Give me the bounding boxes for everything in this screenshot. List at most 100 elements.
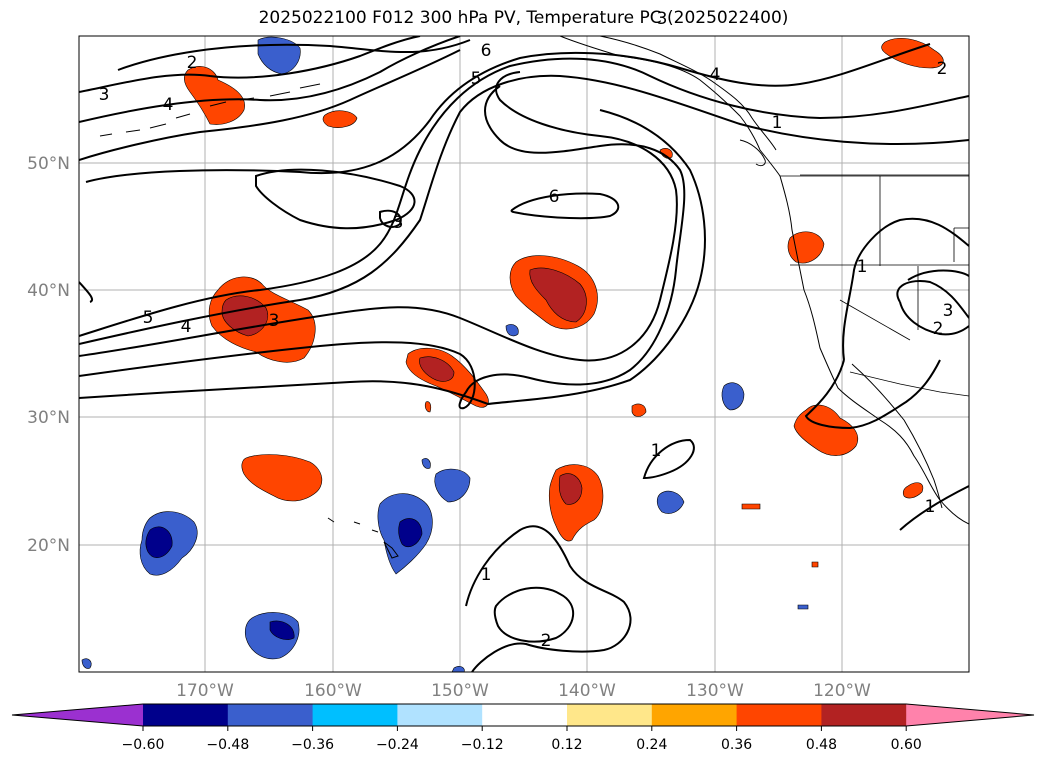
pv-contour (79, 109, 706, 406)
colorbar-segment (227, 704, 314, 726)
warm-anomaly (659, 148, 673, 159)
vancouver-island (739, 139, 766, 167)
longitude-labels: 170°W 160°W 150°W 140°W 130°W 120°W (176, 681, 871, 701)
lat-label: 50°N (27, 154, 70, 174)
contour-label: 3 (393, 213, 404, 233)
contour-labels: 2 3 4 5 6 6 4 2 1 3 5 4 3 3 1 3 2 1 1 1 … (99, 9, 954, 651)
us-mexico-border (849, 371, 969, 397)
contour-label: 1 (481, 565, 492, 585)
warm-anomaly (419, 356, 455, 382)
pv-contour (79, 36, 421, 93)
contour-label: 4 (710, 65, 721, 85)
colorbar-tick-label: 0.48 (806, 737, 837, 753)
pv-contour (899, 485, 969, 531)
colorbar-segment (143, 704, 229, 726)
colorbar-tick-label: −0.48 (206, 737, 249, 753)
cold-anomaly (269, 620, 295, 640)
pv-contour (379, 209, 402, 228)
contour-label: 3 (657, 9, 668, 29)
lat-label: 30°N (27, 408, 70, 428)
lon-label: 120°W (813, 681, 871, 701)
cold-anomaly (505, 324, 519, 337)
cold-anomaly (656, 490, 685, 514)
warm-anomaly (558, 473, 583, 505)
map-area (79, 36, 969, 672)
map-frame (78, 35, 970, 673)
coastlines (99, 36, 969, 559)
pv-contours (79, 36, 969, 672)
colorbar-tick-label: −0.60 (122, 737, 165, 753)
contour-label: 3 (99, 85, 110, 105)
cold-anomaly (257, 36, 301, 75)
lon-label: 170°W (176, 681, 234, 701)
cold-anomaly (398, 518, 423, 547)
contour-label: 1 (772, 113, 783, 133)
warm-anomaly (631, 403, 647, 417)
pv-contour (510, 192, 620, 220)
contour-label: 3 (269, 311, 280, 331)
lat-label: 40°N (27, 281, 70, 301)
cold-anomaly (797, 604, 809, 610)
contour-label: 2 (187, 53, 198, 73)
pv-contour (465, 525, 632, 672)
pv-contour (79, 49, 461, 161)
warm-anomaly (881, 38, 944, 69)
pv-contour (493, 586, 575, 643)
contour-label: 4 (181, 317, 192, 337)
pv-contour (79, 57, 969, 337)
colorbar-tick-label: −0.12 (461, 737, 504, 753)
lon-label: 150°W (431, 681, 489, 701)
pv-contour (79, 71, 678, 362)
contour-label: 2 (937, 59, 948, 79)
us-state-line (839, 299, 911, 341)
contour-label: 6 (481, 41, 492, 61)
contour-label: 2 (933, 319, 944, 339)
lon-label: 130°W (686, 681, 744, 701)
contour-label: 2 (541, 631, 552, 651)
colorbar-tick-label: 0.60 (891, 737, 922, 753)
colorbar-extend-low (12, 704, 143, 726)
pv-contour (79, 281, 94, 303)
cold-anomaly (434, 468, 471, 503)
pv-contour (804, 359, 941, 430)
contour-label: 1 (925, 497, 936, 517)
colorbar-tick-label: 0.36 (721, 737, 752, 753)
colorbar-segment (397, 704, 483, 726)
pv-contour (899, 301, 969, 336)
pv-contour (842, 217, 969, 361)
latitude-labels: 50°N 40°N 30°N 20°N (27, 154, 70, 556)
us-state-line (953, 227, 969, 262)
cold-anomaly (451, 666, 465, 672)
contour-label: 6 (549, 187, 560, 207)
temperature-shading (81, 36, 944, 672)
colorbar-tick-label: −0.24 (376, 737, 419, 753)
contour-label: 1 (857, 257, 868, 277)
warm-anomaly (322, 110, 358, 128)
lon-label: 140°W (558, 681, 616, 701)
colorbar-tick-label: 0.12 (551, 737, 582, 753)
pv-contour (642, 438, 695, 480)
colorbar-segment (821, 704, 907, 726)
colorbar-extend-high (906, 704, 1034, 726)
cold-anomaly (145, 526, 173, 558)
alaska-coast (599, 36, 777, 151)
contour-label: 3 (943, 301, 954, 321)
contour-label: 5 (471, 69, 482, 89)
hawaii-islands (327, 517, 399, 559)
pv-contour (79, 36, 461, 123)
warm-anomaly (811, 561, 819, 568)
colorbar-segment (312, 704, 398, 726)
colorbar-tick-label: −0.36 (291, 737, 334, 753)
pv-contour (896, 280, 969, 319)
pv-contour (907, 269, 969, 281)
pv-contour (79, 74, 969, 345)
cold-anomaly (421, 458, 431, 469)
pv-contour (255, 168, 416, 230)
cold-anomaly (721, 382, 745, 411)
warm-anomaly (241, 454, 323, 502)
cold-anomaly (81, 658, 92, 669)
map-title: 2025022100 F012 300 hPa PV, Temperature … (258, 8, 789, 28)
warm-anomaly (529, 267, 587, 323)
political-borders (780, 174, 969, 397)
